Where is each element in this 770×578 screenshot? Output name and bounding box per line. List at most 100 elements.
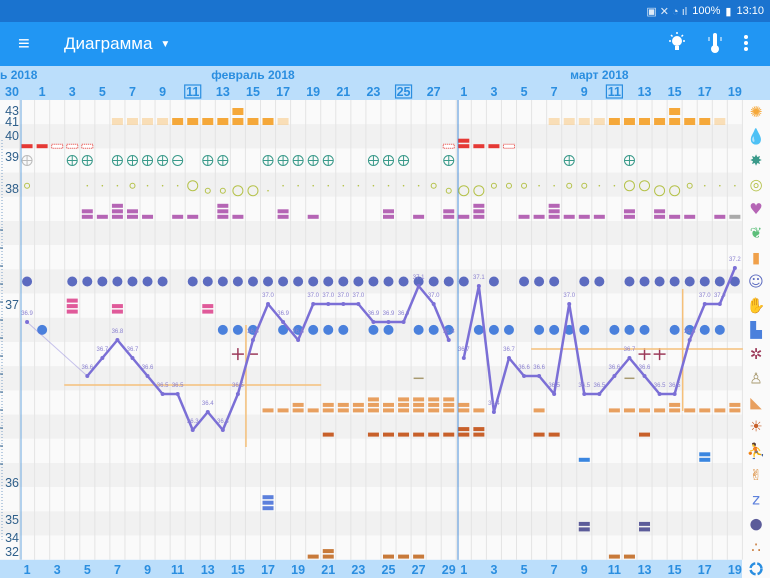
temperature-label: 36.6 (81, 365, 93, 371)
temperature-point (386, 320, 391, 324)
menu-icon[interactable]: ≡ (18, 33, 30, 55)
bar-mark (232, 108, 244, 115)
dot-mark (278, 324, 289, 335)
dot-mark (413, 324, 424, 335)
dot-mark (428, 324, 439, 335)
cycle-day-label: 1 (460, 563, 467, 577)
bar-mark (669, 402, 681, 407)
bar-mark (578, 521, 590, 526)
temperature-label: 36.6 (142, 365, 154, 371)
splat-icon[interactable]: ✸ (750, 152, 763, 170)
cycle-day-label: 13 (201, 563, 215, 577)
temperature-label: 37.0 (307, 293, 319, 299)
cycle-day-label: 17 (698, 563, 712, 577)
temperature-label: 36.7 (127, 347, 139, 353)
document-icon[interactable]: ▙ (749, 321, 762, 339)
bar-mark (202, 304, 214, 309)
bar-mark (367, 408, 379, 413)
dot-mark (338, 276, 349, 287)
leaf-icon[interactable]: ❦ (750, 224, 763, 242)
hand-icon[interactable]: ✋ (747, 297, 766, 315)
bar-mark (96, 214, 108, 219)
bar-mark (322, 402, 334, 407)
temperature-label: 36.8 (247, 329, 259, 335)
temperature-point (220, 428, 225, 432)
bar-mark (413, 554, 425, 559)
heart-icon[interactable]: ♥ (749, 200, 762, 218)
smile-icon[interactable]: ☺ (748, 273, 764, 291)
temperature-label: 36.5 (548, 383, 560, 389)
pad-icon[interactable]: ◣ (750, 394, 762, 412)
dot-mark (609, 324, 620, 335)
pill-bottle-icon[interactable]: ▮ (752, 248, 760, 266)
bar-mark (172, 118, 184, 125)
temperature-label: 36.8 (684, 329, 696, 335)
temperature-point (115, 338, 120, 342)
temperature-segment (221, 393, 240, 431)
date-label: 11 (608, 85, 621, 99)
dot-mark (383, 324, 394, 335)
raised-hand-icon[interactable]: ✌ (750, 466, 763, 484)
cycle-icon-cell (742, 559, 770, 578)
dot-mark (624, 276, 635, 287)
cycle-day-label: 9 (581, 563, 588, 577)
temperature-segment (552, 303, 571, 395)
runner-icon[interactable]: ⛹ (747, 441, 766, 460)
dot-mark (82, 276, 93, 287)
row-band (0, 511, 742, 536)
bar-mark (262, 495, 274, 500)
drop-sun-icon[interactable]: ☀ (749, 418, 762, 436)
cervix-circle (654, 185, 666, 197)
more-vert-icon[interactable] (743, 34, 749, 57)
bar-mark (729, 408, 741, 413)
dot-mark (594, 276, 605, 287)
dots-icon[interactable]: ∴ (751, 539, 761, 557)
temperature-segment (508, 357, 525, 377)
temperature-segment (432, 303, 450, 341)
cycle-ring-icon[interactable] (749, 562, 763, 576)
sun-icon[interactable]: ✺ (750, 103, 763, 121)
bar-mark (639, 527, 651, 532)
dot-mark (549, 276, 560, 287)
sleep-icon[interactable]: z (752, 490, 760, 508)
dot-mark (97, 276, 108, 287)
blood-drop-icon[interactable]: 💧 (747, 127, 766, 145)
today-marker-box (184, 84, 202, 99)
cervix-circle (686, 182, 693, 189)
month-label: март 2018 (570, 68, 629, 82)
pregnant-icon[interactable]: ♙ (749, 369, 762, 387)
temperature-segment (267, 303, 285, 323)
today-marker-box (394, 84, 413, 99)
cervix-dot (402, 184, 405, 187)
cervix-icon[interactable]: ◎ (749, 176, 762, 194)
temperature-point (506, 356, 511, 360)
virus-icon[interactable]: ✲ (750, 345, 763, 363)
cervix-circle (505, 182, 512, 189)
bar-mark (623, 214, 635, 219)
bar-mark (142, 214, 154, 219)
bar-mark (443, 397, 455, 402)
cervix-dot (312, 184, 315, 187)
axis-label: 36 (5, 476, 19, 490)
bar-mark (458, 408, 470, 413)
axis-label: 39 (5, 150, 19, 164)
axis-label: 35 (5, 513, 19, 527)
temperature-label: 36.7 (97, 347, 109, 353)
bar-mark (262, 118, 274, 125)
cervix-dot (146, 184, 149, 187)
thermometer-icon[interactable] (708, 32, 722, 59)
cervix-circle (669, 185, 681, 197)
bar-mark (654, 214, 666, 219)
temperature-point (672, 392, 677, 396)
lightbulb-icon[interactable] (668, 32, 686, 59)
temperature-segment (462, 285, 481, 359)
bar-mark (217, 214, 229, 219)
temperature-point (175, 392, 180, 396)
cycle-day-label: 7 (551, 563, 558, 577)
cervix-dot (357, 184, 360, 187)
balloon-icon[interactable]: ● (749, 515, 762, 533)
bar-mark (398, 432, 410, 437)
dot-mark (157, 276, 168, 287)
view-selector[interactable]: Диаграмма ▼ (64, 34, 170, 54)
